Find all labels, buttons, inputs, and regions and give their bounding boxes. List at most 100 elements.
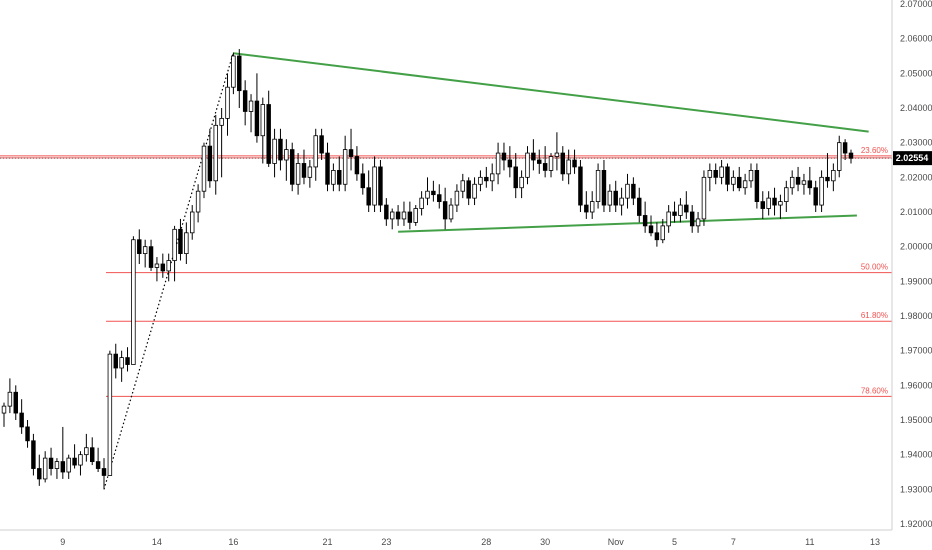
candle	[819, 170, 824, 212]
candle	[695, 212, 701, 233]
candle	[825, 153, 830, 188]
candle	[13, 385, 18, 420]
x-tick-label: 7	[731, 537, 736, 547]
candle	[560, 146, 566, 181]
candle-body	[148, 246, 154, 268]
candle-body	[607, 190, 613, 206]
candle-body	[419, 197, 424, 209]
candle	[637, 187, 642, 223]
candle-body	[401, 211, 407, 220]
candle-body	[25, 426, 30, 442]
candle-body	[725, 166, 730, 185]
candle	[131, 236, 136, 365]
candle-body	[284, 149, 289, 161]
candle-body	[525, 152, 530, 178]
candle-body	[1, 405, 7, 414]
candle	[54, 458, 60, 479]
candle	[619, 187, 624, 216]
candle	[731, 170, 736, 192]
candle	[807, 166, 813, 195]
x-tick-label: 5	[672, 537, 677, 547]
candle	[454, 184, 460, 212]
candle-body	[801, 180, 807, 185]
candle	[654, 222, 660, 247]
fib-level-label: 61.80%	[861, 311, 888, 320]
candle	[554, 132, 560, 171]
upper-trendline	[233, 52, 869, 133]
candle	[495, 142, 501, 185]
candle-body	[625, 183, 630, 199]
candle	[272, 128, 277, 178]
candle-body	[342, 149, 348, 185]
candle-body	[260, 104, 266, 137]
candle	[507, 146, 513, 178]
candle	[678, 198, 683, 223]
candle-body	[584, 204, 589, 213]
candle	[737, 166, 742, 192]
candle-body	[37, 468, 42, 480]
candle	[531, 139, 536, 171]
candle	[395, 205, 401, 226]
x-tick-label: Nov	[608, 537, 625, 547]
candle-body	[507, 159, 513, 168]
candle	[542, 146, 548, 178]
candle-body	[137, 239, 142, 255]
candle	[154, 257, 160, 282]
candle-body	[489, 173, 495, 182]
candle-body	[301, 163, 307, 178]
candle-body	[48, 457, 54, 469]
candle-body	[166, 260, 171, 272]
candle-body	[495, 152, 501, 175]
candle-body	[684, 204, 689, 213]
candle	[789, 170, 795, 195]
candle-body	[819, 176, 824, 206]
candle-body	[619, 197, 624, 206]
candle-body	[537, 159, 542, 164]
candle-body	[31, 440, 36, 469]
candle-body	[613, 190, 618, 206]
candle-body	[542, 163, 548, 171]
candle	[719, 160, 724, 185]
candle	[437, 184, 442, 209]
candle	[137, 229, 142, 264]
candle-body	[295, 163, 301, 185]
candle	[572, 149, 577, 174]
candle	[107, 350, 113, 476]
candle	[513, 153, 518, 199]
candle	[413, 205, 418, 226]
candle-body	[795, 176, 801, 185]
candle-body	[713, 169, 718, 178]
x-tick-label: 11	[805, 537, 814, 547]
candle	[354, 146, 360, 181]
candle	[484, 166, 489, 188]
candle-body	[248, 100, 254, 112]
candle-body	[219, 118, 224, 126]
candle	[278, 128, 283, 171]
fib-level-label: 78.60%	[861, 386, 888, 395]
candle	[37, 454, 42, 486]
candle-body	[189, 211, 195, 234]
candle	[48, 447, 54, 476]
candle	[307, 160, 313, 188]
candle	[525, 146, 530, 185]
candle-body	[478, 176, 483, 185]
candle	[419, 191, 424, 216]
candle-body	[778, 201, 783, 206]
candle	[589, 191, 595, 219]
candle-body	[231, 55, 236, 88]
candle-body	[413, 208, 418, 223]
candle-body	[307, 166, 313, 178]
candle-body	[689, 211, 695, 227]
y-tick-label: 1.95000	[900, 415, 932, 425]
candle	[725, 163, 730, 192]
x-tick-label: 23	[381, 537, 391, 547]
candle	[613, 180, 618, 212]
candle-body	[637, 197, 642, 216]
candle	[401, 201, 407, 226]
candle-body	[431, 190, 436, 196]
candle	[448, 198, 454, 223]
candle	[384, 198, 389, 226]
candle	[848, 149, 854, 164]
candle-body	[207, 145, 213, 182]
